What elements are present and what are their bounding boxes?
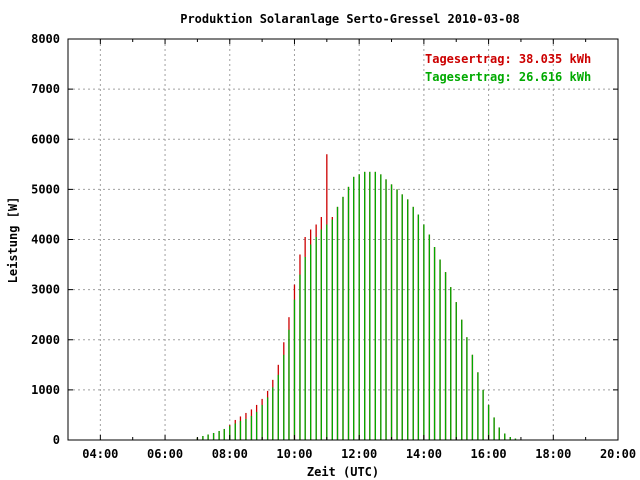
y-tick-label: 3000 (31, 283, 60, 297)
series-green-bars (196, 171, 522, 440)
legend-entry-red: Tagesertrag: 38.035 kWh (425, 52, 591, 66)
legend-entry-green: Tagesertrag: 26.616 kWh (425, 70, 591, 84)
x-tick-label: 10:00 (276, 447, 312, 461)
y-axis-ticks: 0 1000 2000 3000 4000 5000 6000 7000 8000 (31, 32, 618, 447)
x-tick-label: 12:00 (341, 447, 377, 461)
y-tick-label: 7000 (31, 82, 60, 96)
y-tick-label: 0 (53, 433, 60, 447)
x-axis-label: Zeit (UTC) (307, 465, 379, 479)
x-tick-label: 04:00 (82, 447, 118, 461)
x-tick-label: 08:00 (212, 447, 248, 461)
y-tick-label: 1000 (31, 383, 60, 397)
y-axis-label: Leistung [W] (6, 197, 20, 284)
x-tick-label: 14:00 (406, 447, 442, 461)
x-tick-label: 20:00 (600, 447, 636, 461)
x-tick-label: 06:00 (147, 447, 183, 461)
y-tick-label: 8000 (31, 32, 60, 46)
y-tick-label: 5000 (31, 182, 60, 196)
chart-title: Produktion Solaranlage Serto-Gressel 201… (180, 12, 520, 26)
y-tick-label: 6000 (31, 132, 60, 146)
x-tick-label: 16:00 (471, 447, 507, 461)
y-tick-label: 2000 (31, 333, 60, 347)
x-tick-label: 18:00 (535, 447, 571, 461)
y-tick-label: 4000 (31, 233, 60, 247)
x-axis-ticks: 04:00 06:00 08:00 10:00 12:00 14:00 16:00 18:00… (67, 39, 636, 461)
